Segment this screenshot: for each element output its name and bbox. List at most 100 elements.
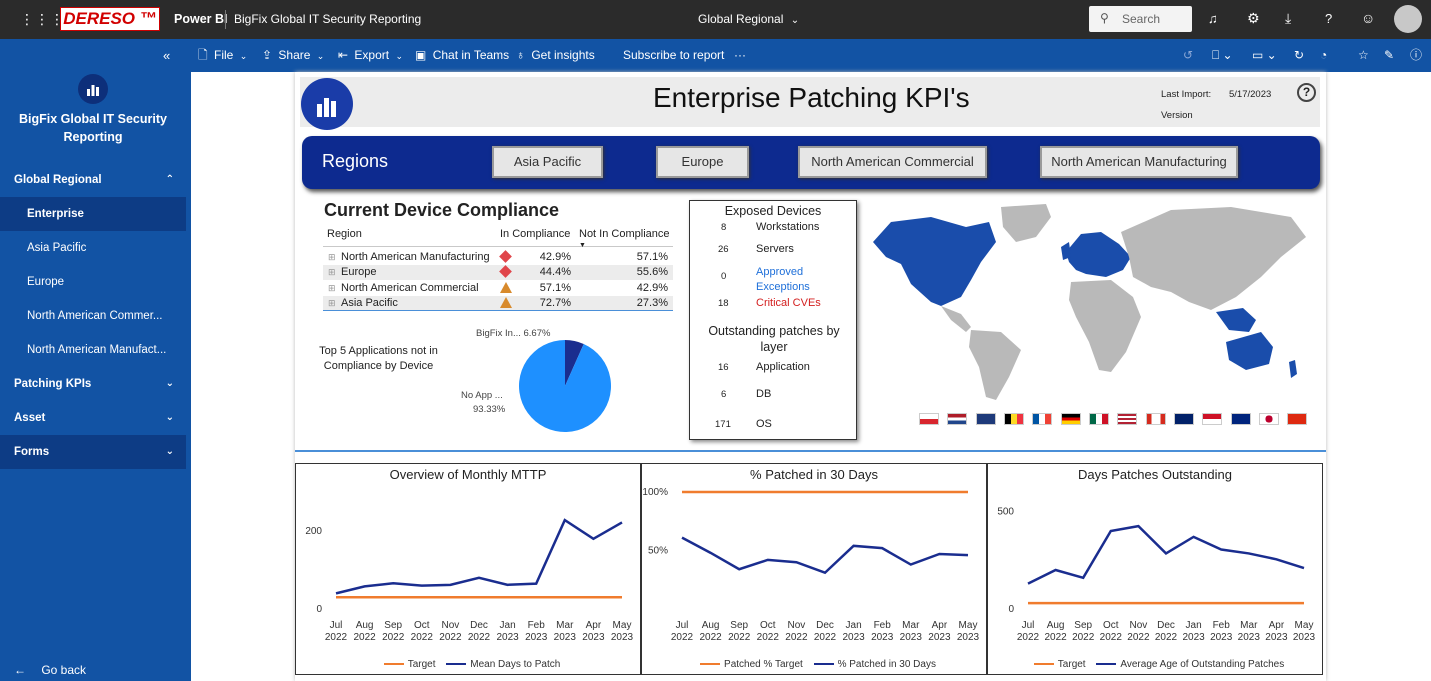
workstations-label[interactable]: Workstations [756,221,820,233]
edit-icon[interactable]: ✎ [1384,48,1395,62]
db-label[interactable]: DB [756,388,772,400]
region-button-europe[interactable]: Europe [656,146,749,178]
world-map[interactable] [871,202,1311,402]
notifications-icon[interactable]: ♫ [1208,11,1218,26]
collapse-nav-icon[interactable]: « [163,48,171,63]
app-launcher-icon[interactable]: ⋮⋮⋮ [20,11,65,27]
view-icon[interactable]: ▭ ⌄ [1252,48,1277,62]
patched-line-chart[interactable]: 50%100%Jul2022Aug2022Sep2022Oct2022Nov20… [642,464,988,676]
col-in-compliance[interactable]: In Compliance [500,228,571,240]
info-icon[interactable]: ⓘ [1410,48,1423,62]
nav-patching-kpis[interactable]: Patching KPIs ⌄ [0,367,186,401]
nav-europe[interactable]: Europe [0,265,186,299]
search-box[interactable]: ⚲ Search [1089,6,1192,32]
belgium-flag-icon[interactable] [1004,412,1025,425]
legend-label[interactable]: Average Age of Outstanding Patches [1120,659,1285,670]
region-button-north-american-manufacturing[interactable]: North American Manufacturing [1040,146,1238,178]
indonesia-flag-icon[interactable] [1202,412,1223,425]
download-icon[interactable]: ⤓ [1285,10,1292,26]
help-icon[interactable]: ? [1325,11,1333,26]
new-zealand-flag-icon[interactable] [1230,412,1251,425]
series-line[interactable] [1027,524,1305,585]
legend-label[interactable]: Target [1057,659,1086,670]
export-menu[interactable]: ⇤ Export ⌄ [338,39,403,72]
japan-flag-icon[interactable] [1259,412,1280,425]
legend-label[interactable]: Mean Days to Patch [470,659,561,670]
nav-north-american-commercial[interactable]: North American Commer... [0,299,186,333]
africa-region[interactable] [1069,280,1141,372]
chat-in-teams-button[interactable]: ▣ Chat in Teams [415,39,509,72]
new-zealand-region[interactable] [1289,360,1297,378]
report-title[interactable]: BigFix Global IT Security Reporting [234,12,422,26]
mexico-flag-icon[interactable] [1089,412,1110,425]
avatar[interactable] [1394,5,1422,33]
uk-region[interactable] [1061,242,1071,260]
region-button-asia-pacific[interactable]: Asia Pacific [492,146,603,178]
north-america-region[interactable] [873,217,996,306]
legend-label[interactable]: Patched % Target [724,659,803,670]
australia-region[interactable] [1226,332,1273,370]
germany-flag-icon[interactable] [1060,412,1081,425]
mttp-line-chart[interactable]: 0200Jul2022Aug2022Sep2022Oct2022Nov2022D… [296,464,642,676]
table-row[interactable]: ⊞ Europe 44.4% 55.6% [323,265,673,280]
uk-flag-icon[interactable] [975,412,996,425]
feedback-icon[interactable]: ☺ [1361,10,1376,26]
table-row[interactable]: ⊞ North American Manufacturing 42.9% 57.… [323,250,673,265]
bookmark-icon[interactable]: ⎕ ⌄ [1212,48,1233,62]
col-not-in-compliance[interactable]: Not In Compliance [579,228,670,240]
help-circle-icon[interactable]: ? [1297,83,1316,102]
nav-asset[interactable]: Asset ⌄ [0,401,186,435]
canada-flag-icon[interactable] [1145,412,1166,425]
asia-region[interactable] [1121,207,1306,310]
legend-label[interactable]: Target [407,659,436,670]
nav-global-regional[interactable]: Global Regional ⌃ [0,163,186,197]
favorite-icon[interactable]: ☆ [1358,48,1369,62]
pie-slice[interactable] [519,340,611,432]
southeast-asia-region[interactable] [1216,308,1256,332]
france-flag-icon[interactable] [1032,412,1053,425]
approved-exceptions-label[interactable]: Approved Exceptions [756,266,810,293]
series-line[interactable] [335,518,623,595]
nav-asia-pacific[interactable]: Asia Pacific [0,231,186,265]
nav-enterprise[interactable]: Enterprise [0,197,186,231]
china-flag-icon[interactable] [1287,412,1308,425]
application-label[interactable]: Application [756,361,810,373]
share-menu[interactable]: ⇪ Share ⌄ [262,39,324,72]
usa-flag-icon[interactable] [1117,412,1138,425]
europe-region[interactable] [1066,232,1131,277]
pie-chart[interactable] [518,338,612,434]
file-menu[interactable]: 🗋 File ⌄ [198,39,247,72]
page-selector[interactable]: Global Regional ⌄ [698,12,799,26]
expand-icon[interactable]: ⊞ [328,267,336,277]
nav-north-american-manufacturing[interactable]: North American Manufact... [0,333,186,367]
table-row[interactable]: ⊞ North American Commercial 57.1% 42.9% [323,281,673,296]
col-region[interactable]: Region [327,228,362,240]
legend-label[interactable]: % Patched in 30 Days [837,659,936,670]
get-insights-button[interactable]: ♁ Get insights [516,39,595,72]
servers-label[interactable]: Servers [756,243,794,255]
south-america-region[interactable] [969,330,1021,400]
netherlands-flag-icon[interactable] [947,412,968,425]
expand-icon[interactable]: ⊞ [328,252,336,262]
region-button-north-american-commercial[interactable]: North American Commercial [798,146,987,178]
settings-icon[interactable]: ⚙ [1247,10,1260,26]
greenland-region[interactable] [1001,204,1051,242]
pie-slice[interactable] [565,340,584,386]
table-row[interactable]: ⊞ Asia Pacific 72.7% 27.3% [323,296,673,311]
expand-icon[interactable]: ⊞ [328,283,336,293]
series-line[interactable] [681,536,969,575]
powerbi-label[interactable]: Power BI [174,12,228,26]
subscribe-button[interactable]: Subscribe to report [623,48,725,62]
central-america-region[interactable] [941,306,971,332]
more-options-icon[interactable]: ··· [734,48,746,62]
outstanding-line-chart[interactable]: 0500Jul2022Aug2022Sep2022Oct2022Nov2022D… [988,464,1324,676]
australia-flag-icon[interactable] [1174,412,1195,425]
go-back-button[interactable]: ← Go back [14,663,86,677]
poland-flag-icon[interactable] [919,412,939,425]
expand-icon[interactable]: ⊞ [328,298,336,308]
comment-icon[interactable]: ◔ [1320,48,1328,62]
critical-cves-label[interactable]: Critical CVEs [756,297,821,309]
os-label[interactable]: OS [756,418,772,430]
reset-icon[interactable]: ↺ [1183,48,1194,62]
nav-forms[interactable]: Forms ⌄ [0,435,186,469]
